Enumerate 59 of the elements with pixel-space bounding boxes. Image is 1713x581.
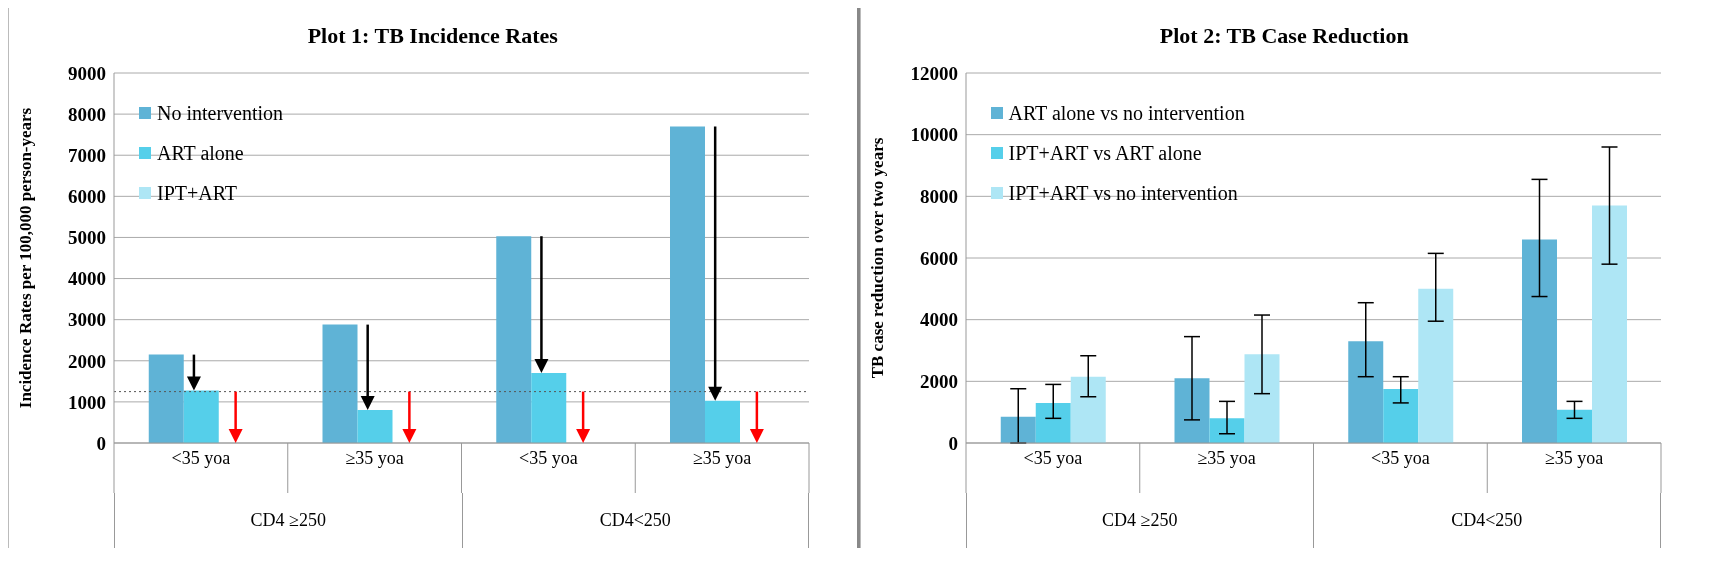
y-axis-title: Incidence Rates per 100,000 person-years [15, 106, 36, 411]
y-tick-label: 6000 [919, 247, 958, 269]
x-tick-label: <35 yoa [1370, 447, 1430, 468]
chart-title: Plot 1: TB Incidence Rates [306, 22, 559, 50]
y-tick-label: 10000 [910, 124, 958, 146]
bar [1521, 239, 1557, 443]
y-tick-label: 3000 [68, 309, 106, 331]
legend-label: IPT+ART vs ART alone [1008, 141, 1202, 165]
bar [1174, 378, 1209, 443]
text: CD4<250 [1313, 493, 1661, 548]
bar [357, 410, 393, 443]
y-tick-label: 0 [948, 432, 958, 454]
y-axis-title: TB case reduction over two years [866, 136, 888, 381]
bar [322, 324, 358, 443]
text: CD4 ≥250 [965, 493, 1313, 548]
bar [1035, 402, 1071, 443]
y-tick-label: 8000 [919, 186, 958, 208]
y-tick-label: 8000 [68, 103, 106, 125]
x-tick-label: ≥35 yoa [345, 447, 404, 468]
x-tick-label: <35 yoa [171, 447, 231, 468]
y-tick-label: 5000 [68, 227, 106, 249]
bar [1347, 341, 1383, 443]
bar [1070, 376, 1106, 443]
bar [148, 354, 184, 443]
bar [705, 400, 740, 443]
y-tick-label: 7000 [68, 144, 106, 166]
y-tick-label: 0 [96, 432, 106, 454]
bar [1556, 409, 1592, 443]
bar [1244, 354, 1279, 443]
y-tick-label: 9000 [68, 62, 106, 84]
x-tick-label: ≥35 yoa [1544, 447, 1603, 468]
x-tick-label: <35 yoa [1023, 447, 1082, 468]
bar [1417, 288, 1453, 443]
legend-label: IPT+ART [157, 181, 238, 205]
legend-label: ART alone vs no intervention [1008, 101, 1245, 125]
y-tick-label: 2000 [919, 371, 958, 393]
x-tick-label: ≥35 yoa [1196, 447, 1256, 468]
bar [1000, 416, 1036, 443]
y-tick-label: 6000 [68, 186, 106, 208]
bar [1591, 205, 1627, 443]
y-tick-label: 1000 [68, 391, 106, 413]
y-tick-label: 12000 [910, 62, 958, 84]
bar [496, 236, 532, 443]
y-tick-label: 4000 [919, 309, 958, 331]
bar [531, 373, 567, 443]
x-tick-label: ≥35 yoa [692, 447, 752, 468]
bar [670, 126, 705, 443]
x-tick-label: <35 yoa [519, 447, 578, 468]
legend-label: No intervention [157, 101, 284, 125]
text: CD4 ≥250 [114, 493, 462, 548]
text: CD4<250 [461, 493, 809, 548]
y-tick-label: 2000 [68, 350, 106, 372]
legend-label: IPT+ART vs no intervention [1008, 181, 1238, 205]
legend-label: ART alone [157, 141, 244, 165]
chart-title: Plot 2: TB Case Reduction [1158, 22, 1410, 50]
bar [183, 390, 219, 443]
y-tick-label: 4000 [68, 268, 106, 290]
bar [1209, 418, 1244, 443]
bar [1382, 389, 1418, 443]
